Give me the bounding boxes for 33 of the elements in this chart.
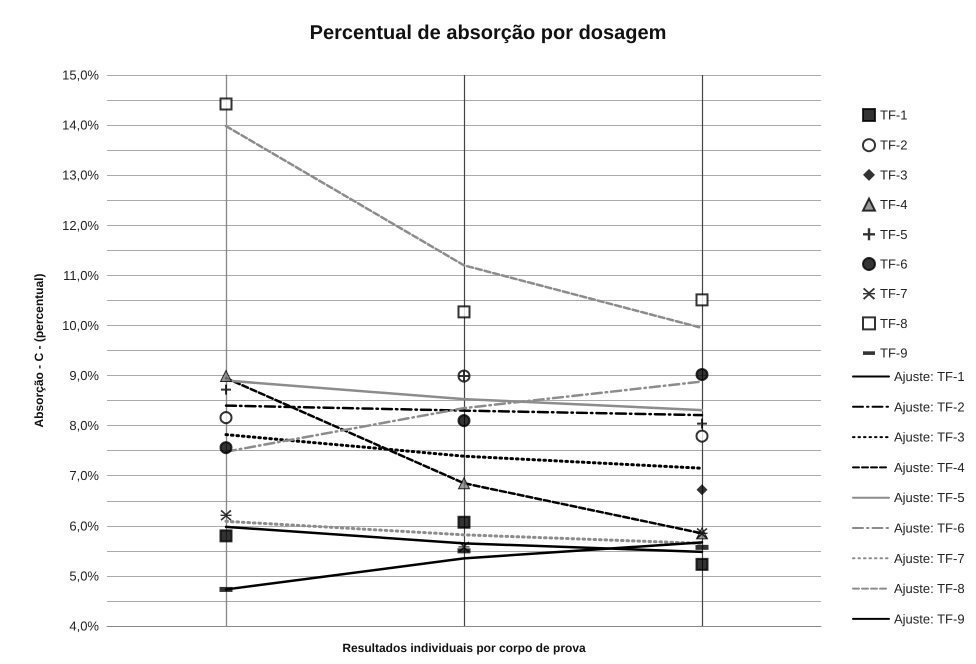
y-axis-title: Absorção - C - (percentual) [32,273,46,428]
legend-label: TF-2 [880,138,908,153]
y-tick-label: 7,0% [69,468,100,484]
legend-label: Ajuste: TF-9 [894,611,965,626]
legend-label: TF-4 [880,197,908,212]
y-tick-label: 10,0% [62,318,100,333]
y-tick-label: 6,0% [69,518,100,534]
legend-label: Ajuste: TF-5 [894,490,965,506]
x-axis-title: Resultados individuais por corpo de prova [342,641,586,655]
legend-label: TF-5 [880,226,908,242]
legend-label: TF-7 [880,286,908,302]
legend-label: Ajuste: TF-6 [894,520,965,536]
legend-label: Ajuste: TF-3 [894,430,965,445]
legend-label: Ajuste: TF-7 [894,550,965,566]
y-tick-label: 8,0% [69,418,100,434]
y-tick-label: 15,0% [62,68,100,82]
legend-label: Ajuste: TF-1 [894,369,965,384]
y-tick-label: 4,0% [69,618,100,634]
y-tick-label: 14,0% [62,118,100,133]
y-tick-label: 9,0% [69,368,100,384]
legend-label: Ajuste: TF-4 [894,460,965,475]
legend-label: TF-9 [880,346,908,361]
legend-label: TF-8 [880,316,908,331]
y-tick-label: 11,0% [63,268,100,283]
legend-label: TF-1 [880,108,908,122]
legend-label: Ajuste: TF-2 [894,399,965,414]
legend-label: TF-6 [880,256,908,272]
y-tick-label: 5,0% [69,568,100,584]
chart-title: Percentual de absorção por dosagem [310,22,666,44]
y-tick-label: 13,0% [62,168,100,183]
y-tick-label: 12,0% [62,218,100,233]
legend-label: Ajuste: TF-8 [894,581,965,596]
legend-label: TF-3 [880,167,908,182]
